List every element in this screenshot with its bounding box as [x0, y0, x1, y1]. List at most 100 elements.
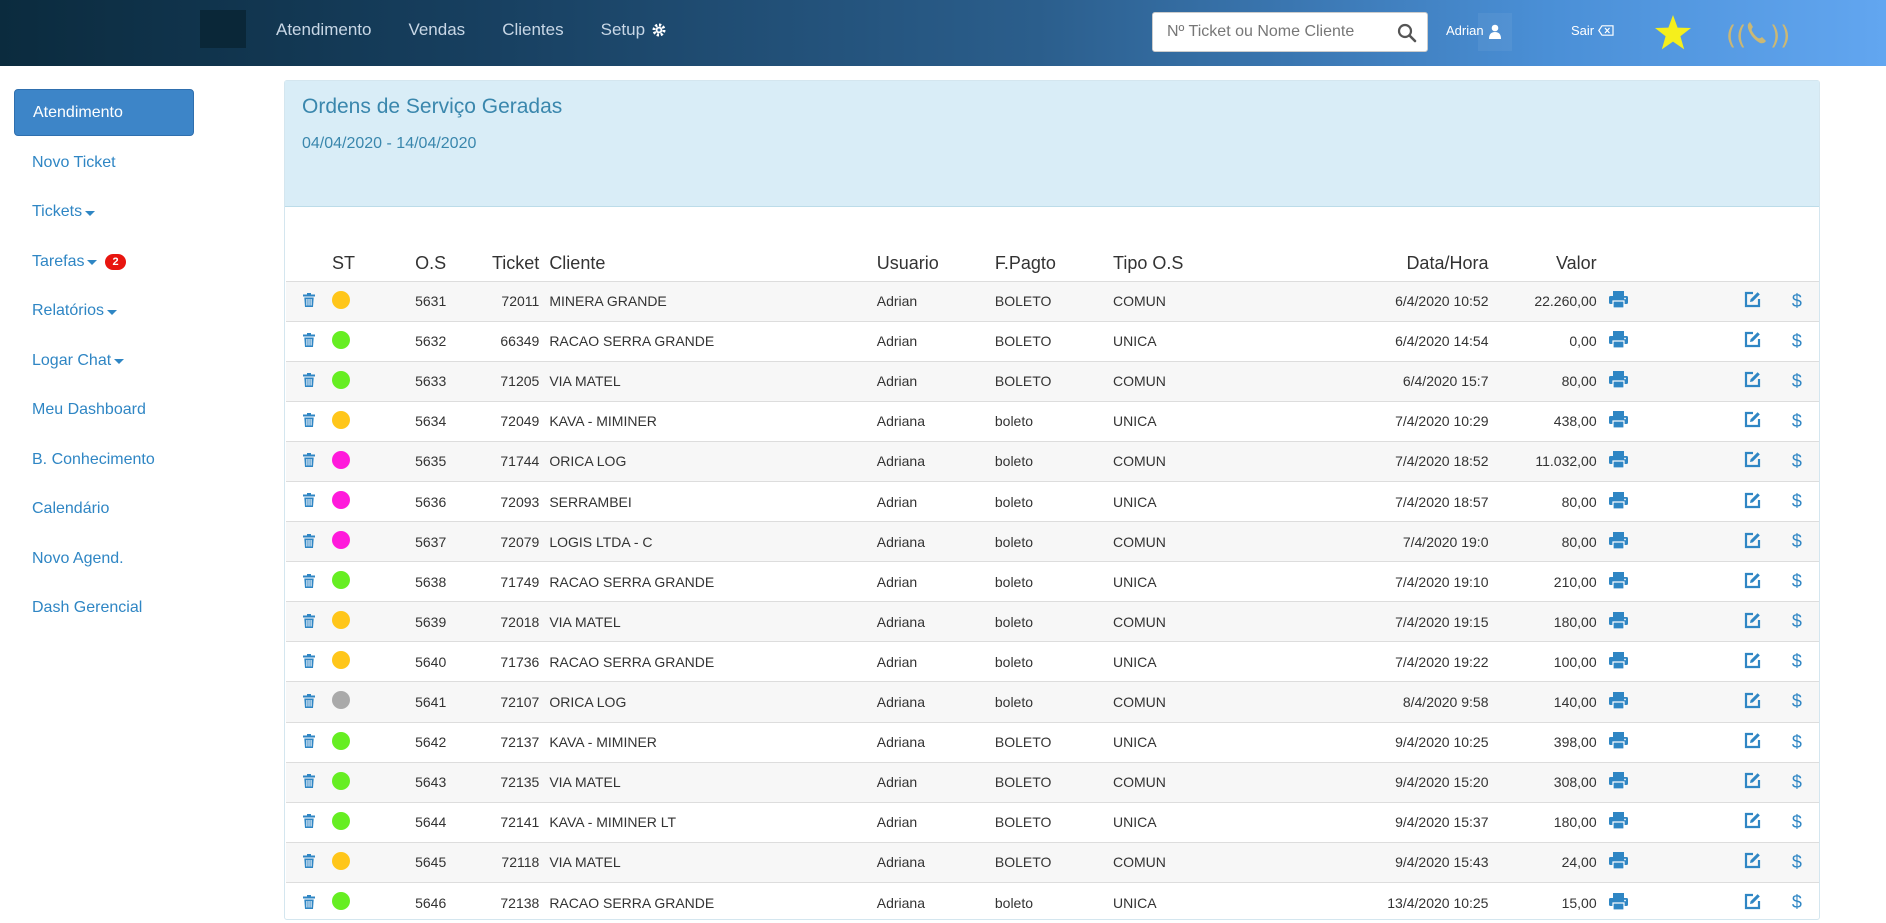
- print-icon[interactable]: [1609, 852, 1629, 872]
- cell-tipo: COMUN: [1113, 453, 1166, 470]
- edit-icon[interactable]: [1744, 492, 1761, 512]
- sidebar-item-tarefas[interactable]: Tarefas 2: [14, 237, 194, 287]
- sidebar-item-logar-chat[interactable]: Logar Chat: [14, 336, 194, 386]
- print-icon[interactable]: [1609, 491, 1629, 512]
- edit-icon[interactable]: [1744, 652, 1761, 672]
- print-icon[interactable]: [1609, 531, 1629, 552]
- nav-clientes[interactable]: Clientes: [502, 20, 564, 39]
- print-icon[interactable]: [1609, 812, 1629, 832]
- edit-icon[interactable]: [1744, 772, 1761, 792]
- sidebar-item-conhecimento[interactable]: B. Conhecimento: [14, 435, 194, 485]
- dollar-icon[interactable]: $: [1791, 531, 1802, 552]
- print-icon[interactable]: [1609, 451, 1629, 471]
- edit-icon[interactable]: [1744, 532, 1761, 552]
- print-icon[interactable]: [1609, 371, 1629, 391]
- col-cliente[interactable]: Cliente: [549, 253, 606, 274]
- trash-icon[interactable]: [303, 854, 316, 871]
- dollar-icon[interactable]: $: [1791, 691, 1802, 712]
- col-usuario[interactable]: Usuario: [876, 253, 939, 274]
- nav-vendas[interactable]: Vendas: [408, 20, 466, 39]
- dollar-icon[interactable]: $: [1791, 611, 1802, 632]
- trash-icon[interactable]: [303, 413, 316, 430]
- sidebar-item-atendimento[interactable]: Atendimento: [14, 89, 194, 136]
- edit-icon[interactable]: [1744, 812, 1761, 832]
- edit-icon[interactable]: [1744, 612, 1761, 632]
- dollar-icon[interactable]: $: [1791, 851, 1802, 872]
- sidebar-item-dash-gerencial[interactable]: Dash Gerencial: [14, 584, 194, 634]
- trash-icon[interactable]: [303, 573, 316, 591]
- dollar-icon[interactable]: $: [1791, 410, 1802, 431]
- nav-atendimento[interactable]: Atendimento: [276, 20, 372, 39]
- print-icon[interactable]: [1609, 772, 1629, 792]
- dollar-icon[interactable]: $: [1791, 651, 1802, 672]
- dollar-icon[interactable]: $: [1791, 811, 1802, 832]
- print-icon[interactable]: [1609, 411, 1629, 431]
- trash-icon[interactable]: [303, 292, 316, 310]
- print-icon[interactable]: [1609, 571, 1629, 592]
- col-tipo[interactable]: Tipo O.S: [1113, 253, 1184, 274]
- print-icon[interactable]: [1609, 291, 1629, 311]
- trash-icon[interactable]: [303, 613, 316, 631]
- phone-icon[interactable]: (( )): [1726, 14, 1798, 54]
- caret-down-icon: [87, 260, 98, 266]
- edit-icon[interactable]: [1744, 692, 1761, 712]
- nav-setup[interactable]: Setup: [601, 20, 667, 40]
- dollar-icon[interactable]: $: [1791, 892, 1802, 913]
- trash-icon[interactable]: [303, 653, 316, 671]
- col-os[interactable]: O.S: [415, 253, 447, 274]
- dollar-icon[interactable]: $: [1791, 290, 1802, 311]
- print-icon[interactable]: [1609, 611, 1629, 632]
- edit-icon[interactable]: [1744, 852, 1761, 872]
- col-valor[interactable]: Valor: [1555, 253, 1597, 274]
- trash-icon[interactable]: [303, 373, 316, 390]
- trash-icon[interactable]: [303, 814, 316, 831]
- col-pagto[interactable]: F.Pagto: [994, 253, 1056, 274]
- star-icon[interactable]: [1654, 14, 1692, 52]
- user-name[interactable]: Adrian: [1446, 23, 1484, 38]
- trash-icon[interactable]: [303, 333, 316, 350]
- dollar-icon[interactable]: $: [1791, 731, 1802, 752]
- print-icon[interactable]: [1609, 651, 1629, 672]
- sidebar-item-calendario[interactable]: Calendário: [14, 485, 194, 535]
- logout-link[interactable]: Sair: [1571, 23, 1614, 38]
- print-icon[interactable]: [1609, 732, 1629, 752]
- print-icon[interactable]: [1609, 892, 1629, 913]
- dollar-icon[interactable]: $: [1791, 370, 1802, 391]
- sidebar-item-novo-ticket[interactable]: Novo Ticket: [14, 138, 194, 188]
- edit-icon[interactable]: [1744, 893, 1761, 913]
- dollar-icon[interactable]: $: [1791, 330, 1802, 351]
- trash-icon[interactable]: [303, 693, 316, 711]
- dollar-icon[interactable]: $: [1791, 450, 1802, 471]
- col-ticket[interactable]: Ticket: [491, 253, 540, 274]
- edit-icon[interactable]: [1744, 451, 1761, 471]
- search-icon[interactable]: [1397, 23, 1417, 43]
- sidebar-item-tickets[interactable]: Tickets: [14, 188, 194, 238]
- print-icon[interactable]: [1609, 331, 1629, 351]
- sidebar-item-relatorios[interactable]: Relatórios: [14, 287, 194, 337]
- edit-icon[interactable]: [1744, 331, 1761, 351]
- brand-logo[interactable]: [200, 10, 246, 48]
- dollar-icon[interactable]: $: [1791, 571, 1802, 592]
- trash-icon[interactable]: [303, 733, 316, 751]
- edit-icon[interactable]: [1744, 732, 1761, 752]
- cell-usuario: Adrian: [876, 653, 918, 670]
- trash-icon[interactable]: [303, 453, 316, 470]
- col-data[interactable]: Data/Hora: [1406, 253, 1489, 274]
- user-menu[interactable]: [1478, 13, 1512, 51]
- sidebar-item-novo-agend[interactable]: Novo Agend.: [14, 534, 194, 584]
- trash-icon[interactable]: [303, 894, 316, 912]
- print-icon[interactable]: [1609, 691, 1629, 712]
- trash-icon[interactable]: [303, 533, 316, 551]
- edit-icon[interactable]: [1744, 572, 1761, 592]
- trash-icon[interactable]: [303, 774, 316, 791]
- edit-icon[interactable]: [1744, 371, 1761, 391]
- search-input[interactable]: [1153, 14, 1383, 50]
- cell-tipo: UNICA: [1113, 814, 1157, 831]
- dollar-icon[interactable]: $: [1791, 771, 1802, 792]
- sidebar-item-meu-dashboard[interactable]: Meu Dashboard: [14, 386, 194, 436]
- dollar-icon[interactable]: $: [1791, 491, 1802, 512]
- trash-icon[interactable]: [303, 493, 316, 510]
- col-st[interactable]: ST: [332, 253, 356, 274]
- edit-icon[interactable]: [1744, 291, 1761, 311]
- edit-icon[interactable]: [1744, 411, 1761, 431]
